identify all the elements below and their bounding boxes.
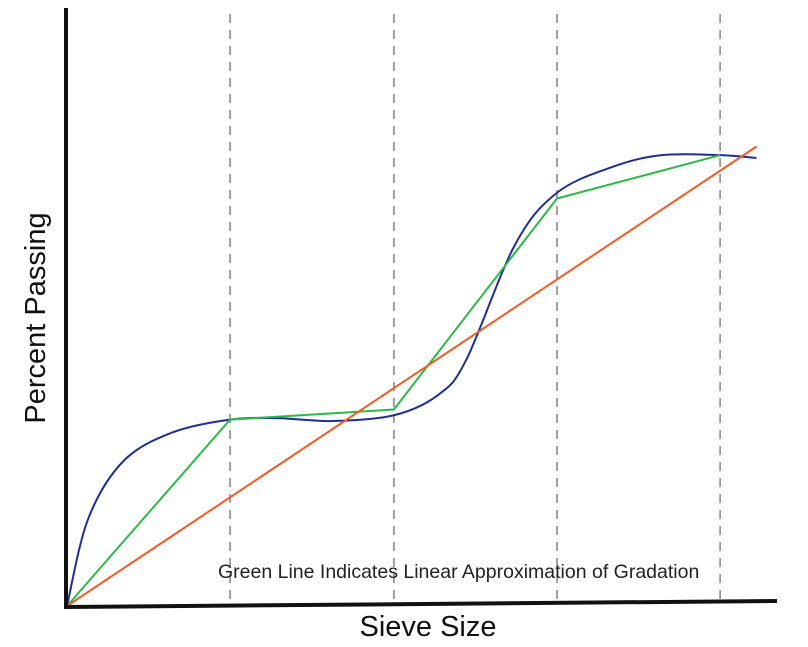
chart-annotation: Green Line Indicates Linear Approximatio… bbox=[218, 561, 699, 583]
y-axis-title: Percent Passing bbox=[20, 212, 52, 423]
x-axis-line bbox=[63, 599, 778, 609]
gradation-curve bbox=[66, 153, 757, 607]
linear-approximation-line bbox=[66, 154, 721, 607]
series-layer bbox=[66, 145, 758, 607]
axes bbox=[63, 8, 778, 609]
straight-reference-line bbox=[66, 145, 758, 607]
sieve-reference-lines bbox=[229, 14, 721, 604]
x-axis-title: Sieve Size bbox=[359, 611, 496, 643]
